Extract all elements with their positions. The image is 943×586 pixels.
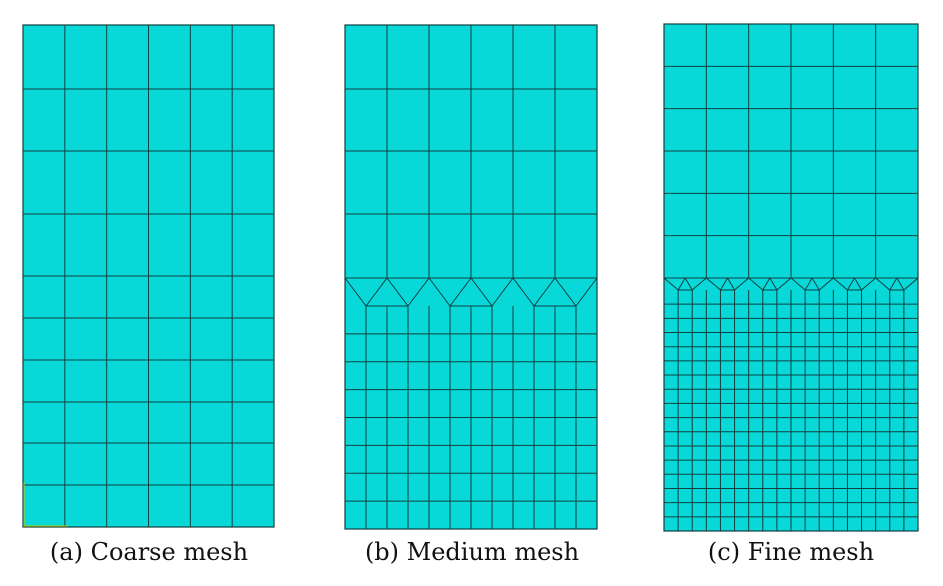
transition-edge [554, 277, 577, 307]
transition-edge [811, 277, 820, 291]
transition-edge [491, 277, 514, 307]
caption-medium-mesh: (b) Medium mesh [364, 538, 580, 566]
caption-fine-mesh: (c) Fine mesh [707, 538, 875, 566]
transition-edge [861, 277, 876, 291]
transition-edge [818, 277, 834, 291]
transition-edge [691, 277, 707, 291]
transition-edge [470, 277, 493, 307]
transition-edge [449, 277, 472, 307]
transition-edge [386, 277, 409, 307]
transition-edge [684, 277, 693, 291]
transition-edge [677, 277, 686, 291]
transition-edge [365, 277, 388, 307]
transition-edge [575, 277, 598, 307]
transition-edge [762, 277, 771, 291]
transition-edge [533, 277, 556, 307]
transition-edge [804, 277, 813, 291]
transition-edge [720, 277, 728, 291]
transition-edge [706, 277, 721, 291]
axis-marker [23, 482, 68, 527]
transition-edge [407, 277, 430, 307]
transition-edge [833, 277, 848, 291]
transition-edge [889, 277, 898, 291]
medium-mesh-panel [344, 24, 598, 530]
transition-edge [428, 277, 451, 307]
transition-edge [790, 277, 806, 291]
transition-edge [875, 277, 891, 291]
transition-edge [854, 277, 862, 291]
transition-edge [727, 277, 735, 291]
transition-edge [903, 277, 919, 291]
transition-edge [896, 277, 905, 291]
transition-edge [776, 277, 792, 291]
transition-edge [748, 277, 764, 291]
fine-mesh-panel [663, 23, 919, 532]
coarse-mesh-panel [22, 24, 275, 528]
transition-edge [734, 277, 749, 291]
caption-coarse-mesh: (a) Coarse mesh [49, 538, 249, 566]
transition-edge [769, 277, 778, 291]
transition-edge [847, 277, 855, 291]
transition-edge [663, 277, 679, 291]
transition-edge [344, 277, 367, 307]
transition-edge [512, 277, 535, 307]
